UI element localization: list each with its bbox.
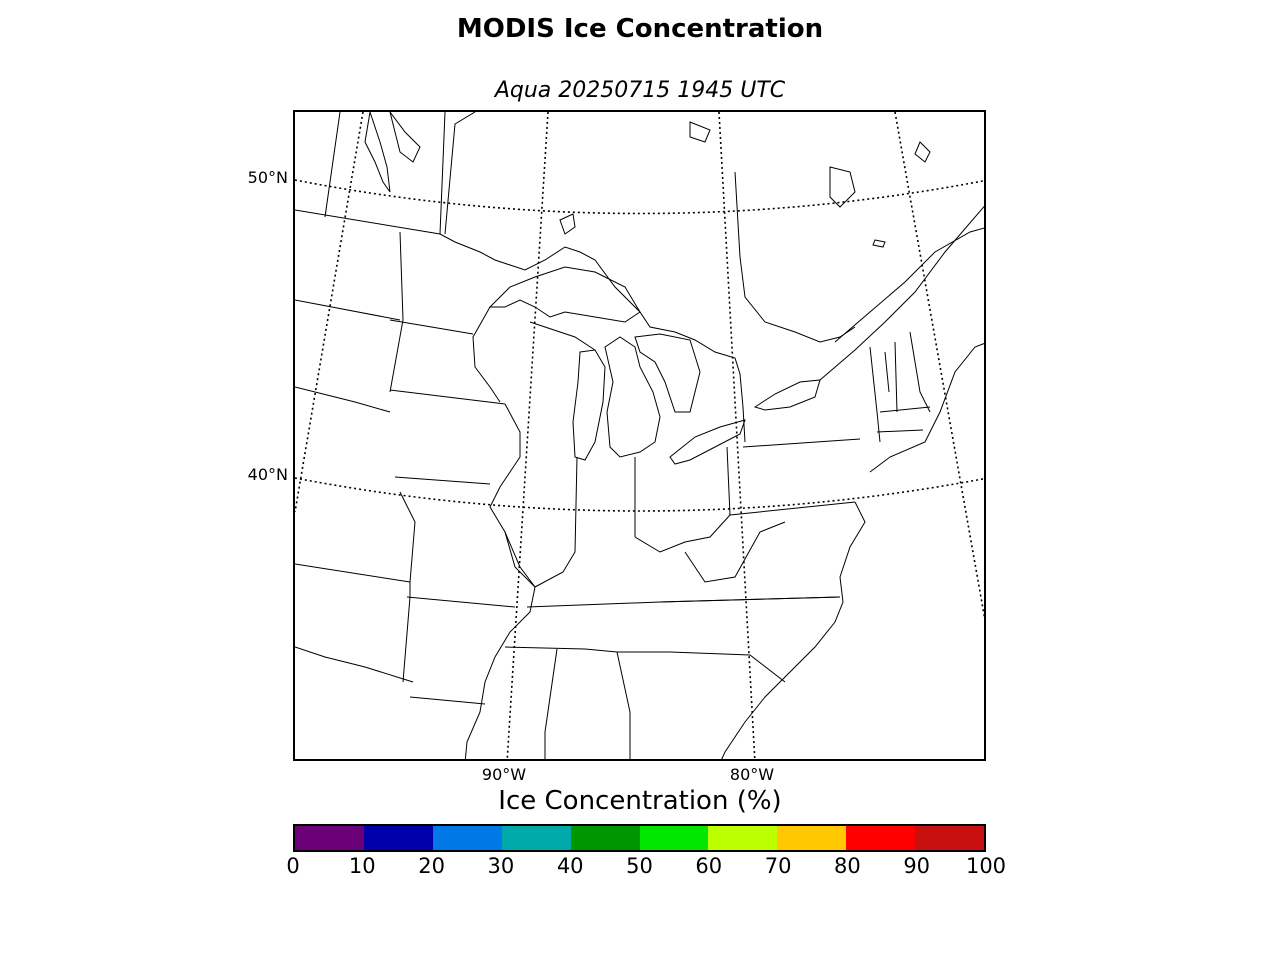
- state-line-mn-wi: [472, 306, 501, 403]
- colorbar-tick-label: 100: [965, 854, 1007, 878]
- graticule: [295, 112, 984, 759]
- michigan-lp: [604, 336, 661, 458]
- colorbar-segment-0: [295, 826, 364, 850]
- state-line-ms-al: [544, 648, 558, 759]
- colorbar-title: Ice Concentration (%): [498, 786, 782, 816]
- lake-manitoba: [389, 112, 421, 163]
- state-line-me: [909, 331, 931, 413]
- meridian-75w: [894, 112, 984, 620]
- lat-label-50n: 50°N: [247, 168, 288, 187]
- parallel-40n: [295, 477, 984, 512]
- state-line-ne-ks: [295, 386, 391, 413]
- colorbar-segment-1: [363, 826, 433, 850]
- state-line-ia-north: [389, 389, 506, 405]
- chart-subtitle: Aqua 20250715 1945 UTC: [494, 78, 786, 103]
- state-line-nd-sd: [295, 299, 401, 321]
- state-line-ny-east: [869, 346, 881, 443]
- state-line-ks-ok: [295, 563, 411, 583]
- colorbar-tick-label: 90: [903, 854, 931, 878]
- mississippi-river: [464, 531, 536, 759]
- st-lawrence-south: [834, 227, 984, 343]
- lake-huron: [634, 333, 701, 413]
- lon-label-80w: 80°W: [729, 765, 775, 784]
- state-line-mn-ia: [389, 319, 474, 335]
- colorbar-tick-label: 0: [286, 854, 300, 878]
- james-bay-shore: [734, 171, 856, 343]
- lake-michigan: [572, 349, 606, 461]
- colorbar-tick-label: 10: [348, 854, 376, 878]
- lake-superior: [488, 266, 641, 323]
- canada-line-east: [444, 112, 476, 235]
- lake-small-3: [872, 239, 886, 248]
- colorbar-segment-9: [915, 826, 985, 850]
- meridian-90w: [506, 112, 549, 759]
- colorbar-tick-label: 70: [764, 854, 792, 878]
- state-line-ct: [876, 429, 924, 433]
- colorbar-segment-5: [639, 826, 709, 850]
- state-line-pa-north: [742, 438, 861, 448]
- lake-winnipeg: [364, 112, 391, 193]
- colorbar: [293, 824, 986, 852]
- state-line-al-ga: [616, 651, 631, 759]
- state-line-ar-la: [409, 696, 486, 705]
- border-canada-us: [295, 209, 746, 443]
- st-lawrence: [819, 205, 984, 381]
- meridian-80w: [718, 112, 756, 759]
- lake-champlain: [884, 351, 890, 393]
- state-line-pa-south: [729, 501, 856, 516]
- state-line-va-nc: [659, 596, 841, 603]
- colorbar-tick-label: 20: [418, 854, 445, 878]
- lake-details: [364, 112, 931, 393]
- colorbar-segment-2: [432, 826, 502, 850]
- lake-erie: [669, 419, 746, 465]
- parallel-50n: [295, 179, 984, 215]
- colorbar-tick-label: 40: [556, 854, 584, 878]
- boundaries: [295, 112, 984, 759]
- state-line-oh-south: [634, 514, 731, 553]
- lon-label-90w: 90°W: [481, 765, 527, 784]
- state-line-oh-pa: [726, 446, 731, 516]
- state-line-nc-sc: [669, 651, 786, 683]
- meridian-95w: [295, 112, 364, 513]
- province-ontario-west: [439, 112, 446, 235]
- colorbar-segment-8: [846, 826, 916, 850]
- state-line-il-west: [489, 403, 536, 588]
- map-svg: [295, 112, 984, 759]
- lat-label-40n: 40°N: [247, 465, 288, 484]
- state-line-wv: [684, 521, 786, 583]
- colorbar-tick-label: 30: [487, 854, 515, 878]
- province-mb: [324, 112, 341, 218]
- state-line-tn-south: [504, 646, 670, 653]
- coast-atlantic: [721, 501, 866, 759]
- lake-small-1: [689, 121, 711, 143]
- colorbar-segment-7: [777, 826, 847, 850]
- chart-title: MODIS Ice Concentration: [456, 14, 824, 44]
- lake-nipigon: [559, 213, 576, 235]
- colorbar-segment-4: [570, 826, 640, 850]
- lake-ontario: [753, 379, 821, 411]
- state-line-mn-west: [389, 231, 404, 393]
- state-line-wi-mi: [529, 321, 596, 351]
- colorbar-segment-6: [708, 826, 778, 850]
- colorbar-tick-label: 80: [834, 854, 861, 878]
- colorbar-segment-3: [501, 826, 571, 850]
- state-line-vt-nh: [894, 341, 898, 413]
- colorbar-tick-label: 50: [626, 854, 653, 878]
- state-line-ma: [879, 406, 931, 413]
- coast-new-england: [869, 343, 984, 473]
- state-line-il-in: [534, 456, 578, 588]
- map-panel: [293, 110, 986, 761]
- state-line-ia-south: [394, 476, 491, 485]
- state-line-ok-tx: [295, 646, 414, 683]
- lake-mistassini: [829, 166, 856, 208]
- state-line-mo-west: [399, 491, 416, 683]
- colorbar-tick-label: 60: [695, 854, 723, 878]
- state-line-mo-ar: [406, 596, 516, 608]
- lake-small-2: [914, 141, 931, 163]
